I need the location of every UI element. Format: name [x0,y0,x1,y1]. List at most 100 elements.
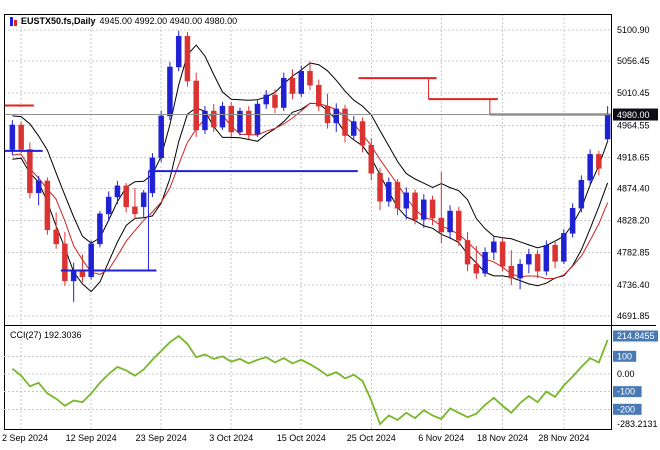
axis-label: 12 Sep 2024 [66,433,117,443]
candle[interactable] [237,107,243,136]
axis-label: 100 [617,351,632,361]
candle[interactable] [105,191,112,221]
candle[interactable] [9,120,16,156]
candle[interactable] [596,150,602,176]
candle[interactable] [88,240,94,280]
candle[interactable] [158,111,164,163]
candle[interactable] [62,231,68,286]
candle[interactable] [377,167,383,211]
axis-label: 28 Nov 2024 [538,433,589,443]
candle[interactable] [298,65,304,98]
candle[interactable] [482,247,488,277]
chart-frame [4,14,656,430]
candle[interactable] [132,187,138,220]
candle[interactable] [123,183,129,213]
candle[interactable] [351,115,357,140]
candle[interactable] [552,241,558,269]
candle[interactable] [44,177,51,235]
axis-label: 4828.20 [617,216,650,226]
axis-label: 4736.40 [617,280,650,290]
candle[interactable] [210,104,217,133]
lower-band-line [12,103,609,293]
candle[interactable] [263,90,269,109]
axis-label: 18 Nov 2024 [477,433,528,443]
price-axis: 5100.90 5056.45 5010.45 4964.55 4918.65 4874.… [613,25,658,321]
candle[interactable] [517,259,523,290]
candle[interactable] [175,30,182,72]
candle[interactable] [228,101,234,137]
axis-label: 4918.65 [617,152,650,162]
candle[interactable] [543,240,550,276]
candle[interactable] [412,189,418,225]
axis-label: 15 Oct 2024 [277,433,326,443]
candle[interactable] [561,229,567,265]
cci-panel: 214.8455 100 0.00 -100 -200 -283.2131 [4,330,658,429]
candle[interactable] [289,69,296,100]
candle[interactable] [394,178,401,216]
candle[interactable] [97,211,103,248]
candle[interactable] [569,203,576,238]
axis-label: -200 [617,404,635,414]
candle[interactable] [324,93,331,129]
candle[interactable] [307,61,313,91]
candle[interactable] [386,177,392,207]
axis-label: 0.00 [617,369,635,379]
axis-label: 23 Sep 2024 [136,433,187,443]
candle[interactable] [368,138,375,181]
candles[interactable] [9,30,611,302]
candle[interactable] [604,106,611,143]
candle[interactable] [333,103,340,133]
candlestick-chart-icon [10,16,17,26]
candle[interactable] [280,72,287,112]
candle[interactable] [438,171,445,244]
candle[interactable] [499,238,506,272]
candle[interactable] [316,79,322,112]
axis-label: 5056.45 [617,56,650,66]
candle[interactable] [403,187,410,220]
candle[interactable] [79,254,86,283]
candle[interactable] [114,180,121,205]
candle[interactable] [167,62,173,121]
candle[interactable] [245,106,252,140]
candle[interactable] [421,194,427,228]
axis-label: 4691.85 [617,311,650,321]
candle[interactable] [473,245,480,279]
cci-indicator-label: CCI(27) 192.3036 [10,330,82,340]
cci-level-tag [613,403,642,415]
candle[interactable] [534,250,541,279]
candle[interactable] [254,100,261,137]
candle[interactable] [219,101,226,130]
axis-label: -100 [617,387,635,397]
candle[interactable] [140,190,147,219]
candle[interactable] [202,106,208,135]
candle[interactable] [456,206,462,246]
candle[interactable] [447,205,453,239]
cci-level-tag [613,350,637,362]
chart-header: EUSTX50.fs,Daily 4945.00 4992.00 4940.00… [10,16,237,26]
candle[interactable] [526,248,532,274]
axis-label: 2 Sep 2024 [2,433,48,443]
candle[interactable] [578,175,585,213]
candle[interactable] [18,121,24,153]
grid-lines [4,14,612,430]
candle[interactable] [429,195,436,226]
candle[interactable] [587,149,593,185]
candle[interactable] [70,262,77,302]
candle[interactable] [342,104,348,143]
axis-label: 4874.40 [617,183,650,193]
candle[interactable] [184,32,191,87]
candle[interactable] [491,236,497,260]
axis-label: 4980.00 [617,110,650,120]
candle[interactable] [149,152,156,198]
candle[interactable] [53,212,59,249]
candle[interactable] [272,89,278,114]
time-axis: 2 Sep 2024 12 Sep 2024 23 Sep 2024 3 Oct 20… [2,433,589,443]
candle[interactable] [193,72,199,137]
candle[interactable] [359,117,366,153]
candle[interactable] [35,176,42,206]
candle[interactable] [508,250,515,286]
axis-label: 5100.90 [617,25,650,35]
axis-label: 3 Oct 2024 [209,433,253,443]
candle[interactable] [464,231,471,272]
